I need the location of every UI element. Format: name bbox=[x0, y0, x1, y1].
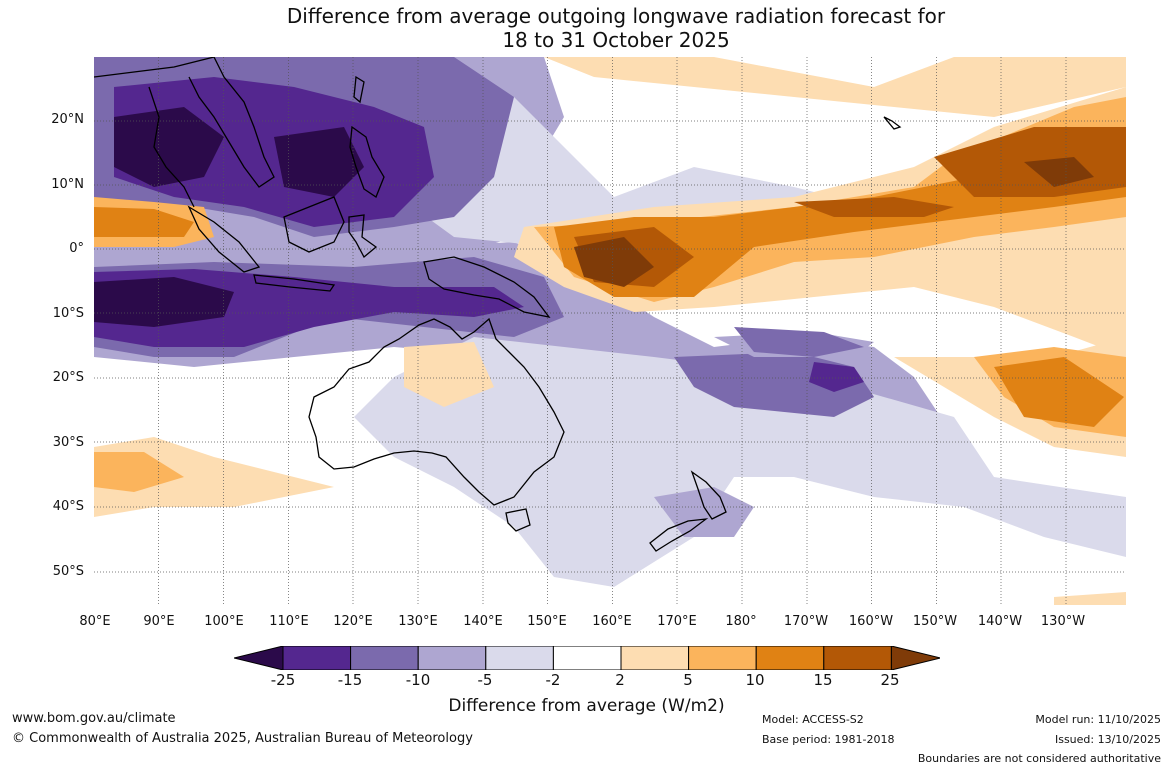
model-run-date: Model run: 11/10/2025 bbox=[1035, 713, 1161, 726]
lon-label-130w: 130°W bbox=[1040, 614, 1086, 629]
lon-label-160w: 160°W bbox=[848, 614, 894, 629]
lon-label-150w: 150°W bbox=[912, 614, 958, 629]
lat-label-20n: 20°N bbox=[51, 112, 84, 127]
issued-date: Issued: 13/10/2025 bbox=[1054, 733, 1161, 746]
taiwan-coastline bbox=[353, 75, 365, 104]
lon-label-100e: 100°E bbox=[204, 614, 244, 629]
colorbar-swatch bbox=[620, 645, 690, 671]
sulawesi-coastline bbox=[348, 214, 378, 259]
colorbar-extend-high bbox=[890, 645, 941, 671]
coastlines bbox=[94, 57, 902, 552]
map-title: Difference from average outgoing longwav… bbox=[0, 4, 1173, 52]
lon-label-80e: 80°E bbox=[79, 614, 111, 629]
lat-label-0: 0° bbox=[69, 241, 84, 256]
tasmania-coastline bbox=[505, 508, 531, 532]
colorbar-tick-label: 15 bbox=[813, 671, 833, 689]
colorbar-tick-label: -15 bbox=[337, 671, 363, 689]
lat-label-10n: 10°N bbox=[51, 177, 84, 192]
colorbar-swatch bbox=[350, 645, 419, 671]
new-zealand-north-coastline bbox=[690, 470, 727, 520]
olr-anomaly-map bbox=[94, 57, 1126, 605]
lat-label-50s: 50°S bbox=[52, 564, 84, 579]
colorbar-extend-low bbox=[233, 645, 284, 671]
colorbar-swatch bbox=[485, 645, 554, 671]
colorbar-swatch bbox=[282, 645, 352, 671]
model-name: Model: ACCESS-S2 bbox=[762, 713, 864, 726]
lon-label-180: 180° bbox=[725, 614, 757, 629]
lon-label-170e: 170°E bbox=[657, 614, 697, 629]
lon-label-150e: 150°E bbox=[527, 614, 567, 629]
australia-coastline bbox=[308, 317, 565, 506]
colorbar-tick-label: 25 bbox=[880, 671, 900, 689]
colorbar-tick-label: -2 bbox=[545, 671, 561, 689]
lon-label-140w: 140°W bbox=[977, 614, 1023, 629]
colorbar-swatch bbox=[755, 645, 825, 671]
negative-anomaly-shading bbox=[94, 57, 1126, 587]
colorbar-swatch bbox=[688, 645, 757, 671]
lon-label-90e: 90°E bbox=[143, 614, 175, 629]
lon-label-130e: 130°E bbox=[398, 614, 438, 629]
title-line-2: 18 to 31 October 2025 bbox=[502, 28, 730, 52]
colorbar-tick-label: -25 bbox=[270, 671, 296, 689]
lon-label-110e: 110°E bbox=[269, 614, 309, 629]
colorbar-tick-label: 5 bbox=[683, 671, 693, 689]
colorbar-title: Difference from average (W/m2) bbox=[448, 696, 725, 716]
lat-label-40s: 40°S bbox=[52, 499, 84, 514]
colorbar bbox=[233, 645, 941, 674]
bom-url-link[interactable]: www.bom.gov.au/climate bbox=[12, 711, 176, 726]
lon-label-170w: 170°W bbox=[783, 614, 829, 629]
new-zealand-south-coastline bbox=[649, 518, 709, 552]
borneo-coastline bbox=[283, 196, 345, 253]
colorbar-swatch bbox=[417, 645, 487, 671]
positive-anomaly-shading bbox=[94, 57, 1126, 605]
colorbar-swatches bbox=[233, 645, 941, 671]
lon-label-120e: 120°E bbox=[333, 614, 373, 629]
colorbar-tick-label: 10 bbox=[745, 671, 765, 689]
java-coastline bbox=[253, 274, 336, 292]
hawaii-coastline bbox=[883, 116, 902, 130]
copyright-text: © Commonwealth of Australia 2025, Austra… bbox=[12, 731, 473, 746]
graticule bbox=[94, 57, 1126, 605]
new-guinea-coastline bbox=[423, 256, 551, 318]
lat-label-20s: 20°S bbox=[52, 370, 84, 385]
colorbar-tick-label: -5 bbox=[477, 671, 493, 689]
lon-label-160e: 160°E bbox=[592, 614, 632, 629]
mainland-asia-coastline bbox=[94, 57, 275, 208]
lat-label-10s: 10°S bbox=[52, 306, 84, 321]
colorbar-swatch bbox=[552, 645, 622, 671]
colorbar-tick-label: -10 bbox=[405, 671, 431, 689]
sumatra-coastline bbox=[187, 205, 261, 273]
colorbar-swatch bbox=[823, 645, 892, 671]
base-period: Base period: 1981-2018 bbox=[762, 733, 895, 746]
lat-label-30s: 30°S bbox=[52, 435, 84, 450]
map-canvas bbox=[94, 57, 1126, 605]
boundaries-disclaimer: Boundaries are not considered authoritat… bbox=[917, 752, 1161, 765]
lon-label-140e: 140°E bbox=[463, 614, 503, 629]
title-line-1: Difference from average outgoing longwav… bbox=[286, 4, 946, 28]
colorbar-tick-label: 2 bbox=[615, 671, 625, 689]
philippines-coastline bbox=[349, 125, 385, 198]
